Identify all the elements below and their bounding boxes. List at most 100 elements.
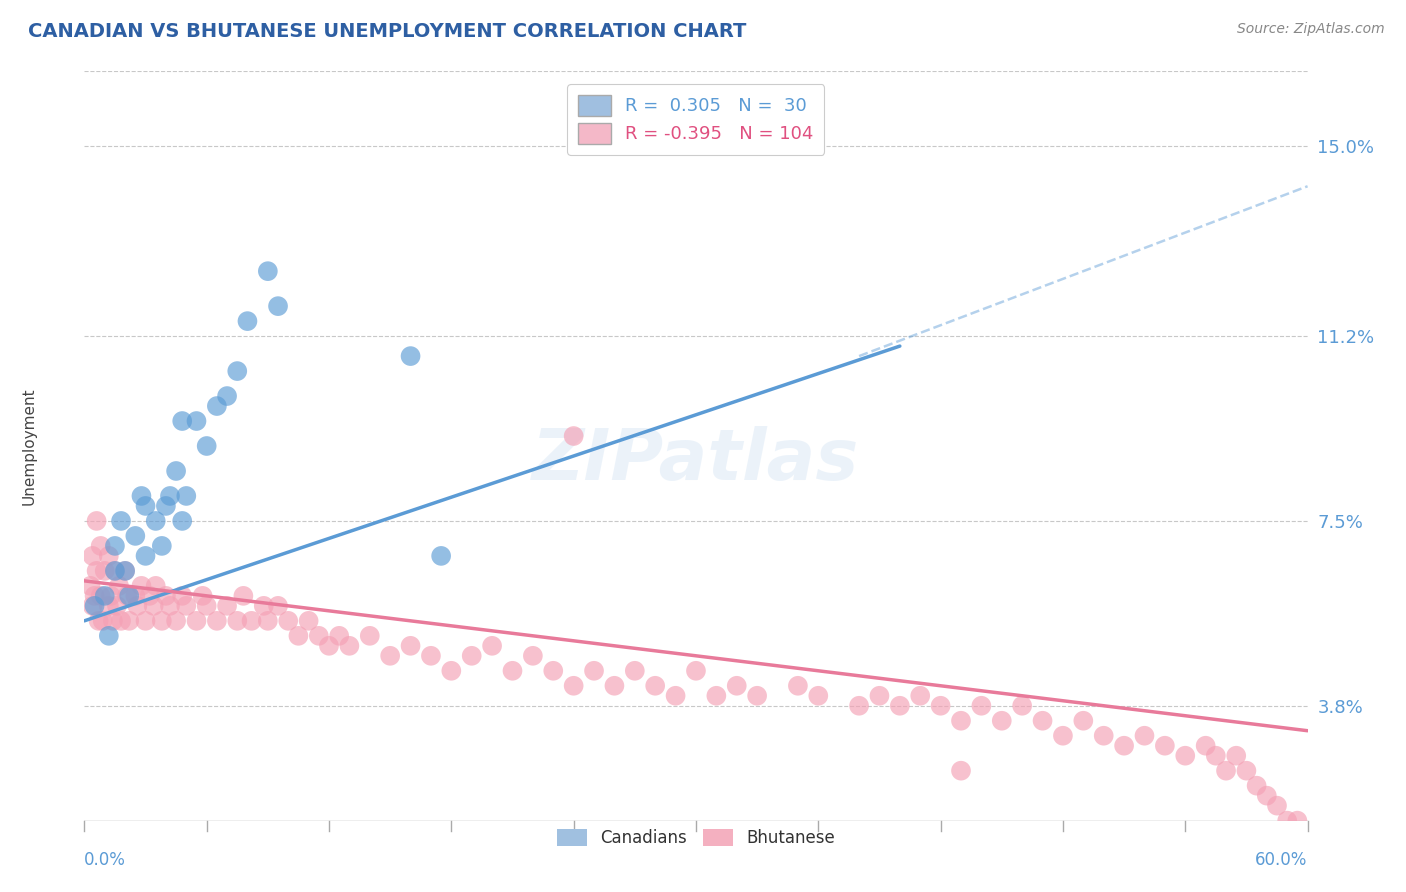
Point <box>135 614 157 628</box>
Point <box>138 589 160 603</box>
Point <box>93 564 115 578</box>
Point <box>108 579 131 593</box>
Legend: Canadians, Bhutanese: Canadians, Bhutanese <box>550 822 842 854</box>
Point <box>155 589 177 603</box>
Point <box>380 648 402 663</box>
Text: Source: ZipAtlas.com: Source: ZipAtlas.com <box>1237 22 1385 37</box>
Point <box>399 639 422 653</box>
Point <box>90 589 112 603</box>
Point <box>142 599 165 613</box>
Point <box>100 589 122 603</box>
Point <box>1246 779 1268 793</box>
Point <box>191 589 214 603</box>
Point <box>145 579 167 593</box>
Point <box>114 564 136 578</box>
Point <box>970 698 993 713</box>
Point <box>226 364 249 378</box>
Point <box>131 489 153 503</box>
Point <box>93 589 115 603</box>
Point <box>82 549 104 563</box>
Point <box>145 514 167 528</box>
Point <box>257 264 280 278</box>
Point <box>172 414 194 428</box>
Point <box>114 564 136 578</box>
Point <box>747 689 769 703</box>
Point <box>165 464 187 478</box>
Point <box>267 599 290 613</box>
Point <box>950 764 973 778</box>
Point <box>86 514 108 528</box>
Text: ZIPatlas: ZIPatlas <box>533 426 859 495</box>
Point <box>115 589 138 603</box>
Point <box>186 414 208 428</box>
Point <box>481 639 503 653</box>
Point <box>287 629 309 643</box>
Point <box>848 698 870 713</box>
Point <box>104 539 127 553</box>
Point <box>91 614 114 628</box>
Point <box>929 698 952 713</box>
Point <box>240 614 263 628</box>
Point <box>118 614 141 628</box>
Point <box>665 689 688 703</box>
Point <box>725 679 748 693</box>
Point <box>787 679 810 693</box>
Point <box>1092 729 1115 743</box>
Point <box>308 629 330 643</box>
Point <box>440 664 463 678</box>
Point <box>624 664 647 678</box>
Point <box>232 589 254 603</box>
Point <box>195 439 218 453</box>
Point <box>420 648 443 663</box>
Point <box>131 579 153 593</box>
Point <box>603 679 626 693</box>
Point <box>1011 698 1033 713</box>
Point <box>583 664 606 678</box>
Point <box>174 599 197 613</box>
Point <box>1052 729 1074 743</box>
Point <box>1032 714 1054 728</box>
Point <box>267 299 290 313</box>
Point <box>217 599 239 613</box>
Point <box>150 539 173 553</box>
Point <box>165 614 187 628</box>
Point <box>159 489 181 503</box>
Point <box>1073 714 1095 728</box>
Point <box>1286 814 1309 828</box>
Point <box>86 564 108 578</box>
Point <box>502 664 524 678</box>
Point <box>105 599 128 613</box>
Point <box>1205 748 1227 763</box>
Point <box>172 589 194 603</box>
Point <box>1114 739 1136 753</box>
Point <box>83 589 105 603</box>
Point <box>543 664 565 678</box>
Point <box>318 639 340 653</box>
Text: CANADIAN VS BHUTANESE UNEMPLOYMENT CORRELATION CHART: CANADIAN VS BHUTANESE UNEMPLOYMENT CORRE… <box>28 22 747 41</box>
Point <box>1265 798 1288 813</box>
Point <box>807 689 830 703</box>
Point <box>97 549 120 563</box>
Point <box>124 529 146 543</box>
Point <box>135 549 157 563</box>
Point <box>562 679 585 693</box>
Point <box>226 614 249 628</box>
Point <box>110 514 132 528</box>
Point <box>174 489 197 503</box>
Point <box>1236 764 1258 778</box>
Point <box>186 614 208 628</box>
Point <box>1277 814 1299 828</box>
Point <box>195 599 218 613</box>
Point <box>298 614 321 628</box>
Point <box>205 614 228 628</box>
Point <box>359 629 381 643</box>
Point <box>328 629 350 643</box>
Point <box>950 714 973 728</box>
Point <box>155 499 177 513</box>
Point <box>1195 739 1218 753</box>
Point <box>150 614 173 628</box>
Text: Unemployment: Unemployment <box>22 387 37 505</box>
Point <box>135 499 157 513</box>
Point <box>110 614 132 628</box>
Point <box>87 614 110 628</box>
